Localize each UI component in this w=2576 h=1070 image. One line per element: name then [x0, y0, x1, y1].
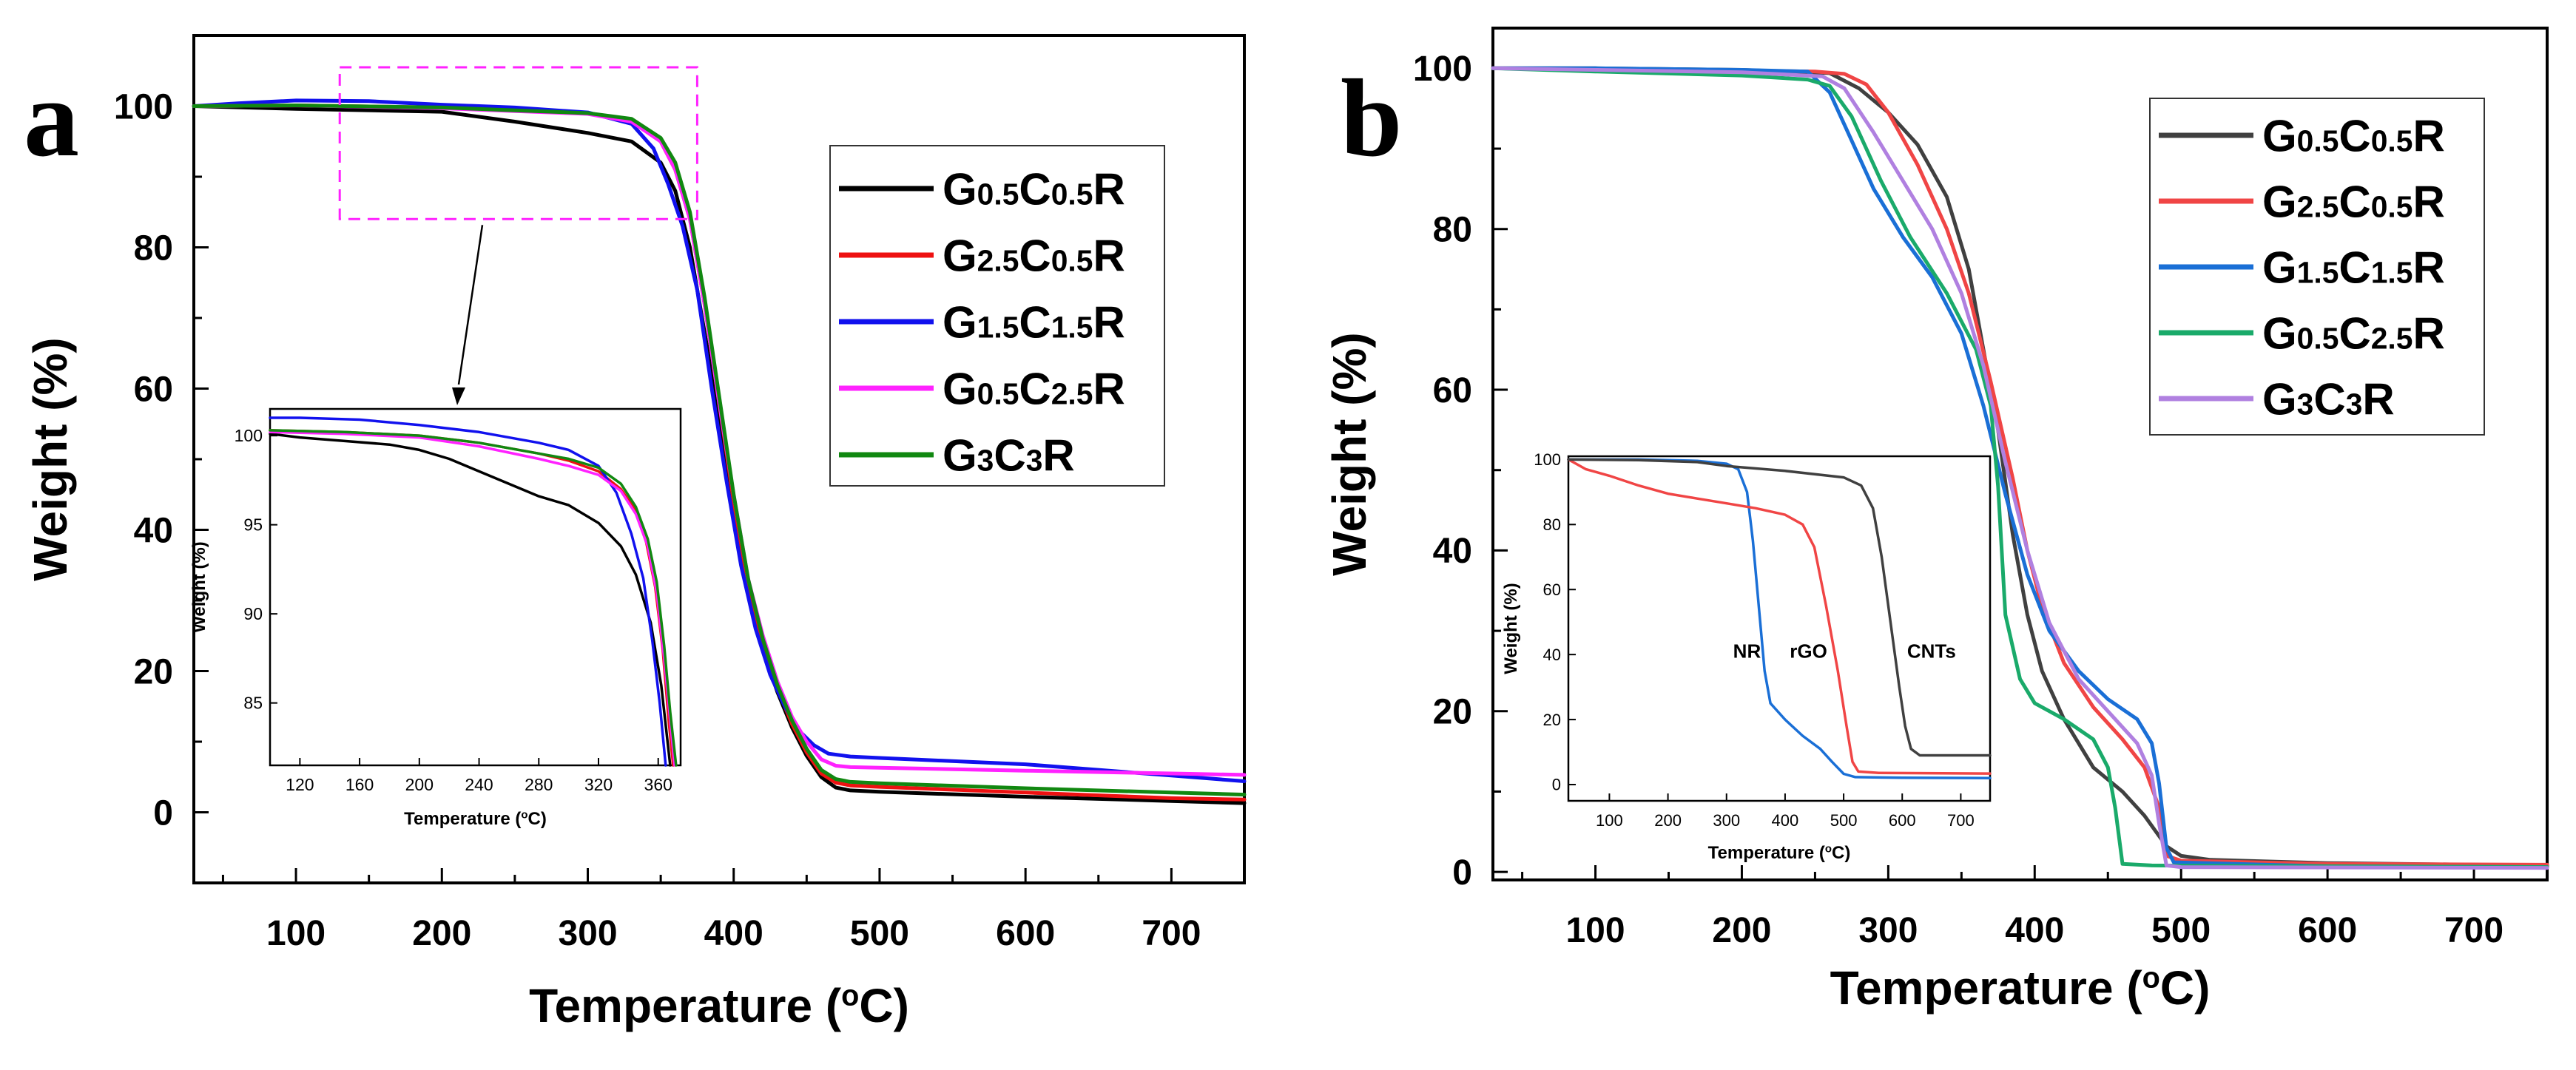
x-tick-label: 100 [266, 914, 326, 953]
legend-entry-3: G0.5C2.5R [943, 365, 1125, 414]
inset-chart: 120 160 200 240 280 320 360 85 90 95 100 Temperatur… [189, 407, 682, 829]
inset-x-tick-label: 160 [345, 775, 374, 794]
inset-series-line-1 [1567, 458, 1992, 775]
legend-entry-0: G0.5C0.5R [943, 165, 1125, 214]
y-tick-label: 80 [1433, 210, 1472, 249]
inset-annotation-1: rGO [1790, 640, 1827, 663]
x-tick-label: 700 [1142, 914, 1201, 953]
inset-y-axis-title: Weight (%) [1501, 583, 1521, 674]
y-tick-label: 60 [1433, 371, 1472, 410]
series-line-0 [1491, 66, 2549, 867]
inset-x-tick-label: 240 [465, 775, 493, 794]
inset-background [1568, 456, 1990, 801]
legend-entry-3: G0.5C2.5R [2262, 309, 2445, 359]
y-axis-title: Weight (%) [1323, 332, 1376, 575]
x-axis-title: Temperature (oC) [1830, 961, 2211, 1015]
y-tick-label: 20 [134, 652, 173, 691]
legend-box [829, 145, 1165, 487]
inset-series-line-2 [269, 416, 667, 767]
inset-x-tick-label: 200 [405, 775, 434, 794]
inset-x-axis-title: Temperature (oC) [1708, 843, 1851, 863]
inset-y-tick-label: 60 [1543, 580, 1561, 599]
series-line-3 [1491, 66, 2549, 870]
x-tick-label: 300 [1858, 911, 1918, 950]
inset-x-tick-label: 600 [1889, 811, 1916, 830]
inset-x-tick-label: 360 [644, 775, 672, 794]
inset-plot-frame [269, 407, 682, 767]
inset-y-tick-label: 20 [1543, 711, 1561, 729]
inset-y-axis-title: Weight (%) [189, 541, 209, 633]
x-tick-label: 500 [850, 914, 909, 953]
panel-label: a [24, 57, 79, 180]
x-tick-label: 500 [2151, 911, 2211, 950]
x-axis-title: Temperature (oC) [529, 979, 909, 1032]
zoom-arrow-line [457, 225, 484, 385]
zoom-region-box [338, 66, 698, 220]
x-tick-label: 600 [996, 914, 1055, 953]
inset-x-tick-label: 200 [1654, 811, 1682, 830]
inset-y-tick-label: 95 [243, 515, 263, 535]
x-tick-label: 600 [2298, 911, 2357, 950]
inset-series-line-0 [269, 432, 672, 767]
inset-y-tick-label: 0 [1552, 776, 1561, 794]
x-tick-label: 100 [1565, 911, 1625, 950]
x-tick-label: 200 [412, 914, 471, 953]
panel-b: 100 200 300 400 500 600 700020406080100Tempera… [1323, 27, 2549, 1015]
inset-series-line-0 [1567, 458, 1992, 779]
zoom-arrowhead [452, 387, 465, 405]
legend-entry-0: G0.5C0.5R [2262, 112, 2445, 161]
y-tick-label: 40 [1433, 532, 1472, 571]
inset-x-tick-label: 300 [1713, 811, 1740, 830]
y-tick-label: 20 [1433, 693, 1472, 732]
inset-y-tick-label: 100 [1534, 450, 1561, 469]
inset-annotation-0: NR [1733, 640, 1761, 663]
inset-y-tick-label: 80 [1543, 515, 1561, 534]
inset-annotation-2: CNTs [1907, 640, 1956, 663]
inset-x-tick-label: 280 [525, 775, 553, 794]
series-line-4 [1491, 66, 2549, 870]
inset-x-tick-label: 100 [1596, 811, 1623, 830]
y-tick-label: 40 [134, 511, 173, 550]
x-tick-label: 200 [1712, 911, 1771, 950]
inset-x-tick-label: 320 [584, 775, 613, 794]
inset-plot-frame [1567, 455, 1992, 802]
legend-entry-2: G1.5C1.5R [943, 298, 1125, 348]
legend-entry-4: G3C3R [2262, 375, 2395, 424]
inset-series-line-2 [1567, 458, 1992, 757]
legend-entry-2: G1.5C1.5R [2262, 243, 2445, 293]
legend-entry-1: G2.5C0.5R [943, 231, 1125, 281]
inset-series-line-4 [269, 429, 678, 767]
inset-y-tick-label: 85 [243, 694, 263, 713]
inset-y-tick-label: 100 [235, 426, 263, 445]
panel-label: b [1341, 57, 1402, 180]
inset-x-tick-label: 120 [286, 775, 314, 794]
y-tick-label: 0 [153, 793, 173, 833]
series-line-2 [192, 98, 1247, 783]
inset-y-tick-label: 90 [243, 604, 263, 623]
inset-x-tick-label: 400 [1772, 811, 1799, 830]
inset-x-tick-label: 700 [1947, 811, 1975, 830]
y-tick-label: 60 [134, 370, 173, 409]
inset-x-tick-label: 500 [1830, 811, 1858, 830]
y-tick-label: 100 [1413, 50, 1472, 89]
inset-chart: 100 200 300 400 500 600 700 0 20 40 60 80 100 Tempera… [1501, 450, 1992, 863]
series-line-4 [192, 104, 1247, 797]
x-tick-label: 400 [2005, 911, 2064, 950]
inset-y-tick-label: 40 [1543, 646, 1561, 664]
y-tick-label: 0 [1452, 853, 1472, 893]
inset-background [270, 409, 681, 765]
x-tick-label: 400 [704, 914, 763, 953]
x-tick-label: 300 [558, 914, 617, 953]
plot-frame [1491, 27, 2549, 881]
legend-entry-4: G3C3R [943, 431, 1075, 481]
panel-a: 100 200 300 400 500 600 700 0 20 40 60 80 100 Tempera… [24, 34, 1247, 1032]
inset-series-line-3 [269, 430, 676, 767]
y-axis-title: Weight (%) [24, 337, 77, 580]
x-tick-label: 700 [2444, 911, 2503, 950]
legend-entry-1: G2.5C0.5R [2262, 177, 2445, 227]
y-tick-label: 80 [134, 228, 173, 268]
y-tick-label: 100 [114, 87, 173, 126]
inset-x-axis-title: Temperature (oC) [404, 809, 547, 829]
